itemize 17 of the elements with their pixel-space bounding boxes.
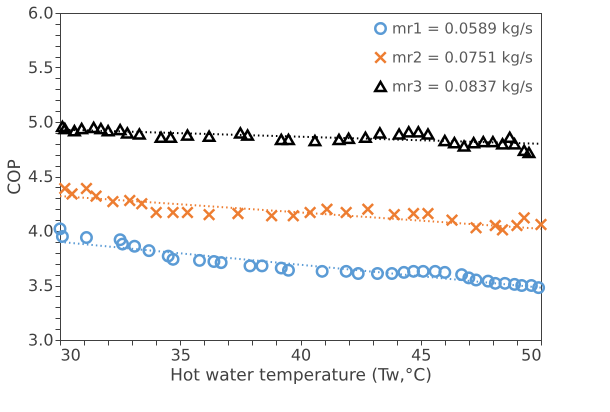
x-tick-label: 35: [170, 346, 191, 364]
y-tick-label: 3.0: [28, 330, 54, 350]
x-axis-title: Hot water temperature (Tw,°C): [170, 366, 432, 386]
y-tick-label: 3.5: [28, 276, 54, 295]
y-tick-label: 5.5: [28, 58, 54, 77]
y-tick-label: 5.0: [28, 112, 54, 132]
legend-label: mr3 = 0.0837 kg/s: [392, 78, 533, 96]
x-tick-label: 40: [290, 346, 312, 364]
y-tick-label: 4.5: [28, 167, 54, 186]
x-tick-label: 45: [411, 346, 432, 364]
legend-label: mr2 = 0.0751 kg/s: [392, 48, 533, 66]
x-tick-label: 50: [521, 346, 542, 364]
y-axis-title: COP: [5, 159, 26, 195]
y-tick-label: 4.0: [28, 222, 54, 240]
y-tick-label: 6.0: [28, 4, 54, 22]
x-tick-label: 30: [60, 346, 81, 364]
legend-label: mr1 = 0.0589 kg/s: [392, 20, 533, 38]
